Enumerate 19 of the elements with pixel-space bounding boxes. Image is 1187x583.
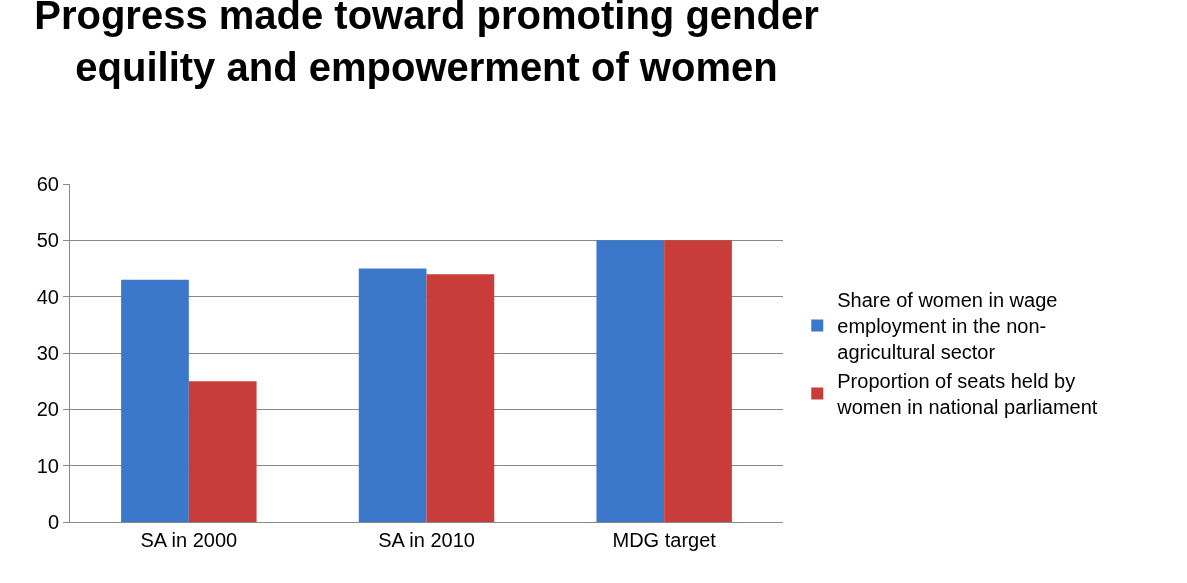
legend-label: Share of women in wage employment in the non-agricultural sector [837,289,1058,364]
chart-title: Progress made toward promoting gender equility and empowerment of women [34,0,819,90]
bar [426,274,495,522]
y-tick-label: 0 [47,511,59,533]
y-tick-label: 10 [36,454,59,477]
y-tick-label: 20 [36,398,59,421]
x-tick-label: MDG target [612,529,717,551]
y-tick-label: 30 [36,342,59,364]
bar [358,268,427,522]
y-tick-label: 40 [36,285,59,308]
y-tick-label: 60 [36,173,59,195]
legend-label: Proportion of seats held by women in national parliament [836,370,1098,419]
bar [121,279,189,522]
x-tick-label: SA in 2000 [140,529,238,551]
bar [664,240,732,522]
bar [188,381,257,522]
y-tick-label: 50 [36,229,59,252]
bar [596,240,665,522]
x-tick-label: SA in 2010 [378,529,475,551]
